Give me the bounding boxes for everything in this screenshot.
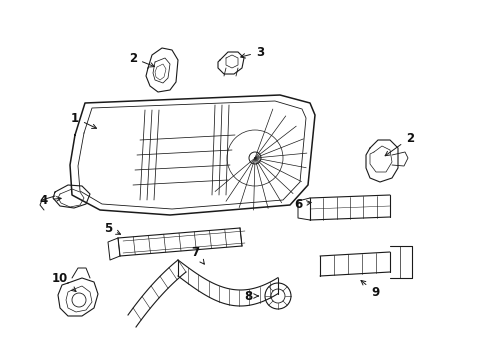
Text: 2: 2 xyxy=(129,51,154,67)
Text: 3: 3 xyxy=(240,45,264,59)
Text: 6: 6 xyxy=(293,198,310,211)
Text: 9: 9 xyxy=(360,280,378,298)
Text: 1: 1 xyxy=(71,112,96,129)
Text: 5: 5 xyxy=(103,221,121,234)
Text: 8: 8 xyxy=(244,289,258,302)
Text: 7: 7 xyxy=(190,246,204,264)
Text: 2: 2 xyxy=(385,131,413,156)
Text: 10: 10 xyxy=(52,271,76,292)
Text: 4: 4 xyxy=(40,194,61,207)
